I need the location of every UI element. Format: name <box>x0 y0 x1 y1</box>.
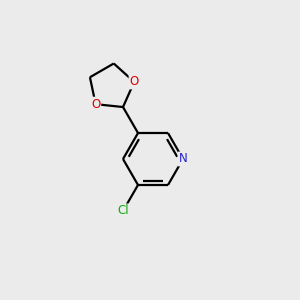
Text: O: O <box>130 75 139 88</box>
Text: N: N <box>178 152 188 166</box>
Text: Cl: Cl <box>117 205 129 218</box>
Text: O: O <box>91 98 100 111</box>
